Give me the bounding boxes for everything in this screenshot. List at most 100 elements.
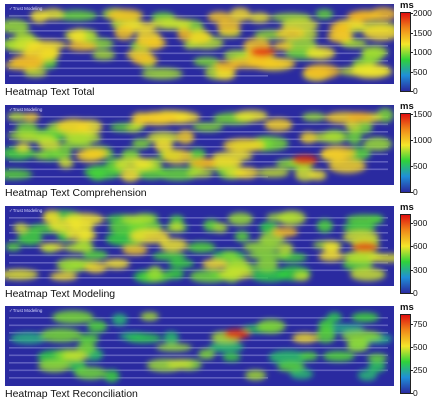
heat-spot — [268, 350, 309, 365]
heat-spot — [65, 230, 97, 241]
colorbar-tick-label: 0 — [413, 187, 418, 197]
heat-spot — [221, 251, 238, 260]
heatmap-caption: Heatmap Text Total — [5, 86, 95, 98]
colorbar-tick-label: 600 — [413, 241, 428, 252]
document-text-line — [9, 339, 388, 342]
heat-spot — [345, 122, 361, 132]
heat-spot — [40, 328, 82, 343]
heat-spot — [152, 251, 187, 261]
heatmap-caption: Heatmap Text Comprehension — [5, 187, 147, 199]
document-text-line — [9, 254, 388, 257]
heat-spot — [187, 169, 214, 178]
heat-spot — [212, 222, 228, 233]
heat-spot — [131, 138, 151, 149]
heat-spot — [107, 9, 143, 22]
heat-spot — [368, 253, 394, 263]
heat-spot — [150, 17, 192, 30]
document-text-line — [9, 67, 388, 70]
heat-spot — [256, 258, 279, 272]
heat-spot — [299, 131, 317, 144]
colorbar-tick-mark — [410, 114, 413, 115]
colorbar-tick-mark — [410, 393, 413, 394]
heat-spot — [273, 41, 293, 51]
colorbar-tick-label: 750 — [413, 319, 428, 330]
heat-spot — [132, 55, 158, 65]
heat-spot — [58, 158, 74, 169]
heat-spot — [125, 333, 162, 343]
colorbar-tick-label: 0 — [413, 86, 418, 96]
heatmap-panel: ✓Trust Modeling Heatmap Text Total ms 0 500 1… — [0, 0, 440, 100]
heat-spot — [157, 167, 199, 181]
heatmap-caption: Heatmap Text Modeling — [5, 288, 116, 300]
document-text-line — [9, 269, 388, 272]
heat-spot — [272, 227, 298, 237]
heat-spot — [162, 149, 193, 164]
heat-spot — [55, 10, 98, 21]
heat-spot — [218, 268, 253, 280]
document-label: ✓Trust Modeling — [9, 107, 43, 112]
heat-spot — [256, 168, 290, 178]
document-text-line — [9, 15, 388, 17]
heat-spot — [168, 223, 185, 232]
heat-spot — [111, 313, 128, 326]
heat-spot — [347, 11, 373, 21]
heat-spot — [42, 210, 60, 224]
heat-spot — [209, 341, 244, 353]
heat-spot — [341, 330, 382, 342]
colorbar-tick-label: 2000 — [413, 8, 432, 18]
heat-spot — [39, 242, 65, 252]
heat-spot — [176, 130, 195, 144]
heat-spot — [227, 212, 254, 226]
heat-spot — [342, 230, 380, 244]
document-text-line — [9, 317, 388, 319]
heat-spot — [5, 19, 30, 34]
heat-spot — [193, 56, 220, 67]
colorbar-unit: ms — [400, 302, 414, 313]
heat-spots — [5, 108, 394, 182]
heat-spot — [167, 359, 193, 369]
heat-spot — [369, 7, 394, 21]
heat-spot — [37, 139, 61, 150]
heat-spot — [163, 331, 179, 345]
document-label: ✓Trust Modeling — [9, 6, 43, 11]
heat-spot — [361, 45, 389, 59]
heat-spot — [247, 251, 289, 260]
heatmap-svg: ✓Trust Modeling — [5, 105, 394, 185]
heatmap-panel: ✓Trust Modeling Heatmap Text Reconciliati… — [0, 302, 440, 402]
heat-spot — [345, 214, 384, 225]
heat-spot — [303, 64, 340, 79]
heat-spot — [49, 272, 78, 281]
heatmap-caption: Heatmap Text Reconciliation — [5, 388, 138, 400]
document-text-line — [9, 75, 268, 77]
heat-spot — [67, 29, 86, 43]
heatmap-svg: ✓Trust Modeling — [5, 206, 394, 286]
heat-spot — [5, 269, 39, 280]
document-text-line — [9, 239, 388, 242]
heat-spot — [318, 251, 344, 262]
heat-spot — [301, 112, 326, 122]
colorbar-tick-mark — [410, 269, 413, 271]
heat-spot — [141, 68, 183, 80]
colorbar: ms 0 300 600 900 — [399, 202, 440, 302]
heat-spot — [147, 265, 163, 281]
colorbar-unit: ms — [400, 101, 414, 112]
heat-spot — [23, 68, 47, 77]
colorbar-tick-mark — [410, 91, 413, 92]
heat-spot — [349, 267, 386, 281]
heat-spot — [363, 137, 393, 151]
heat-spot — [190, 158, 216, 168]
heat-spot — [154, 139, 173, 153]
heat-spot — [347, 112, 373, 122]
heat-spot — [256, 319, 286, 334]
heat-spot — [87, 320, 108, 333]
heat-spot — [294, 271, 310, 281]
heat-spot — [17, 231, 43, 246]
heat-spot — [16, 122, 38, 134]
heat-spot — [169, 215, 185, 224]
heat-spot — [84, 261, 107, 273]
colorbar-tick-mark — [410, 293, 413, 294]
heat-spot — [363, 25, 394, 41]
heat-spot — [177, 27, 192, 41]
colorbar-tick-label: 1500 — [413, 109, 432, 119]
heatmap-panel: ✓Trust Modeling Heatmap Text Modeling ms 0 3… — [0, 202, 440, 302]
